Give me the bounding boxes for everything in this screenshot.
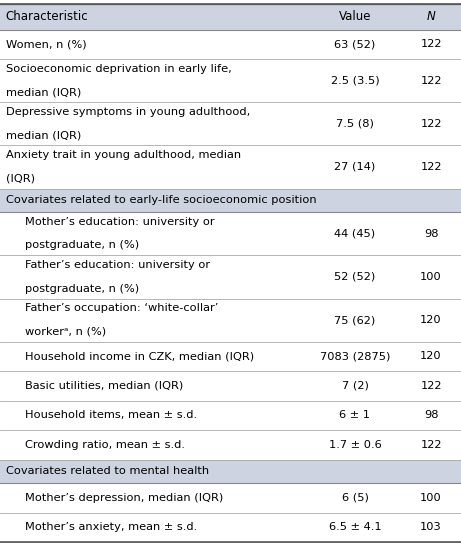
Text: 120: 120: [420, 315, 442, 325]
Text: Covariates related to early-life socioeconomic position: Covariates related to early-life socioec…: [6, 195, 316, 205]
Text: 6 (5): 6 (5): [342, 493, 368, 503]
Text: 7.5 (8): 7.5 (8): [336, 119, 374, 129]
Text: 122: 122: [420, 119, 442, 129]
Text: Characteristic: Characteristic: [6, 10, 88, 23]
Text: 98: 98: [424, 229, 438, 239]
Text: Covariates related to mental health: Covariates related to mental health: [6, 466, 209, 476]
Text: Mother’s depression, median (IQR): Mother’s depression, median (IQR): [25, 493, 224, 503]
Text: 6 ± 1: 6 ± 1: [339, 411, 371, 420]
Text: Household items, mean ± s.d.: Household items, mean ± s.d.: [25, 411, 197, 420]
Text: Depressive symptoms in young adulthood,: Depressive symptoms in young adulthood,: [6, 107, 250, 117]
Text: 52 (52): 52 (52): [334, 272, 376, 282]
Text: Basic utilities, median (IQR): Basic utilities, median (IQR): [25, 381, 183, 391]
Text: (IQR): (IQR): [6, 174, 35, 183]
Text: Mother’s education: university or: Mother’s education: university or: [25, 217, 215, 227]
Text: 98: 98: [424, 411, 438, 420]
Text: 100: 100: [420, 272, 442, 282]
Bar: [0, 299, 461, 342]
Bar: [0, 29, 461, 59]
Bar: [0, 102, 461, 145]
Text: Women, n (%): Women, n (%): [6, 39, 86, 49]
Text: 120: 120: [420, 352, 442, 361]
Text: Value: Value: [339, 10, 371, 23]
Text: 7083 (2875): 7083 (2875): [320, 352, 390, 361]
Text: 63 (52): 63 (52): [334, 39, 376, 49]
Text: 1.7 ± 0.6: 1.7 ± 0.6: [329, 440, 381, 450]
Text: 44 (45): 44 (45): [334, 229, 376, 239]
Text: 103: 103: [420, 523, 442, 532]
Bar: [0, 513, 461, 542]
Text: median (IQR): median (IQR): [6, 87, 81, 97]
Text: 27 (14): 27 (14): [334, 162, 376, 172]
Text: Father’s occupation: ‘white-collar’: Father’s occupation: ‘white-collar’: [25, 304, 219, 313]
Text: median (IQR): median (IQR): [6, 130, 81, 140]
Bar: [0, 371, 461, 401]
Text: 122: 122: [420, 39, 442, 49]
Text: 122: 122: [420, 381, 442, 391]
Text: workerᵃ, n (%): workerᵃ, n (%): [25, 327, 106, 337]
Bar: [0, 430, 461, 460]
Text: 122: 122: [420, 440, 442, 450]
Text: 7 (2): 7 (2): [342, 381, 368, 391]
Bar: [0, 256, 461, 299]
Text: 75 (62): 75 (62): [334, 315, 376, 325]
Bar: [0, 212, 461, 256]
Text: 6.5 ± 4.1: 6.5 ± 4.1: [329, 523, 381, 532]
Text: Socioeconomic deprivation in early life,: Socioeconomic deprivation in early life,: [6, 64, 231, 74]
Text: 2.5 (3.5): 2.5 (3.5): [331, 75, 379, 86]
Bar: [0, 4, 461, 29]
Text: N: N: [427, 10, 435, 23]
Text: Father’s education: university or: Father’s education: university or: [25, 260, 211, 270]
Text: postgraduate, n (%): postgraduate, n (%): [25, 283, 140, 294]
Bar: [0, 188, 461, 212]
Bar: [0, 145, 461, 188]
Bar: [0, 342, 461, 371]
Text: Anxiety trait in young adulthood, median: Anxiety trait in young adulthood, median: [6, 150, 241, 161]
Bar: [0, 401, 461, 430]
Bar: [0, 483, 461, 513]
Text: postgraduate, n (%): postgraduate, n (%): [25, 240, 140, 251]
Text: Crowding ratio, mean ± s.d.: Crowding ratio, mean ± s.d.: [25, 440, 185, 450]
Bar: [0, 460, 461, 483]
Text: Mother’s anxiety, mean ± s.d.: Mother’s anxiety, mean ± s.d.: [25, 523, 198, 532]
Text: 122: 122: [420, 162, 442, 172]
Text: 100: 100: [420, 493, 442, 503]
Text: 122: 122: [420, 75, 442, 86]
Bar: [0, 59, 461, 102]
Text: Household income in CZK, median (IQR): Household income in CZK, median (IQR): [25, 352, 254, 361]
